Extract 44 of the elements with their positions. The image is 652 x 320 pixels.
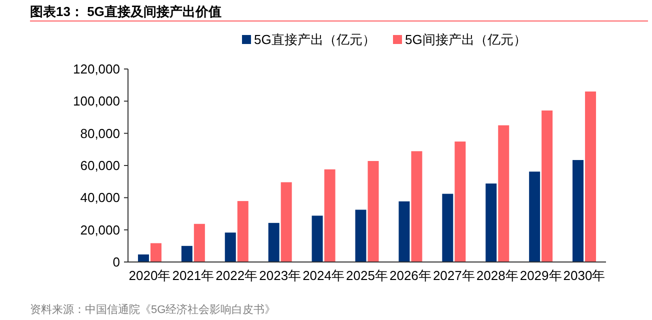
- bar: [181, 246, 192, 262]
- bar: [368, 160, 379, 262]
- bar: [150, 243, 162, 262]
- legend-label: 5G间接产出（亿元）: [405, 32, 526, 47]
- x-tick-label: 2028年: [476, 268, 518, 283]
- bar: [411, 151, 422, 262]
- bar: [355, 210, 366, 262]
- bar: [442, 194, 454, 262]
- legend-label: 5G直接产出（亿元）: [254, 32, 376, 47]
- bar: [280, 182, 292, 262]
- bar: [486, 184, 497, 262]
- text: 资料来源：中国信通院《5G经济社会影响白皮书》: [30, 303, 276, 316]
- bar: [138, 254, 149, 262]
- bar: [542, 110, 553, 262]
- x-tick-label: 2027年: [432, 268, 475, 283]
- x-tick-label: 2029年: [520, 268, 562, 283]
- x-tick-label: 2030年: [563, 268, 606, 283]
- bar: [398, 201, 410, 262]
- x-tick-label: 2025年: [346, 268, 388, 283]
- x-tick-label: 2020年: [128, 268, 171, 283]
- y-tick-label: 60,000: [80, 158, 120, 173]
- y-tick-label: 20,000: [80, 222, 120, 238]
- bar: [194, 224, 205, 262]
- y-tick-label: 80,000: [80, 126, 120, 141]
- bar: [498, 125, 510, 262]
- bar: [224, 232, 236, 262]
- chart-title: 图表13： 5G直接及间接产出价值: [30, 4, 222, 19]
- y-tick-label: 0: [112, 254, 120, 270]
- x-tick-label: 2026年: [389, 268, 432, 283]
- bar: [572, 160, 584, 262]
- y-tick-label: 100,000: [73, 94, 120, 109]
- x-tick-label: 2022年: [216, 268, 258, 283]
- bar: [324, 169, 336, 262]
- x-tick-label: 2024年: [302, 268, 345, 283]
- bar: [454, 142, 466, 262]
- bar: [529, 172, 540, 262]
- bar: [237, 201, 248, 262]
- y-tick-label: 40,000: [80, 190, 120, 206]
- bar: [312, 216, 323, 262]
- bar: [585, 92, 596, 262]
- y-tick-label: 120,000: [73, 62, 120, 76]
- bar: [268, 222, 280, 262]
- x-tick-label: 2023年: [259, 268, 302, 283]
- x-tick-label: 2021年: [172, 268, 214, 283]
